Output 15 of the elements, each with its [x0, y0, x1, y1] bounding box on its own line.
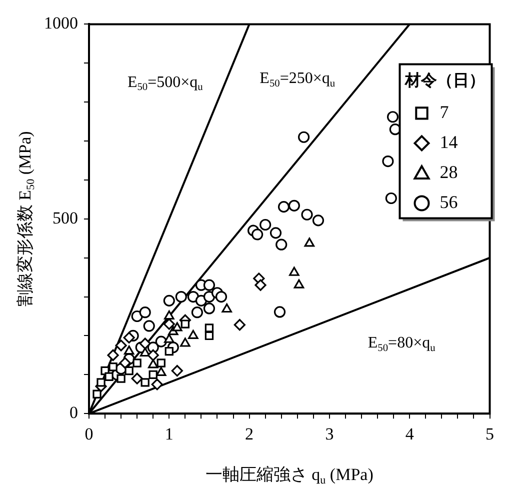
- x-tick-label: 5: [486, 424, 494, 444]
- legend-label: 28: [440, 162, 458, 182]
- x-tick-label: 1: [164, 424, 174, 444]
- x-tick-label: 0: [84, 424, 94, 444]
- x-tick-label: 4: [405, 424, 414, 444]
- y-tick-label: 0: [70, 403, 78, 422]
- x-tick-label: 3: [325, 424, 334, 444]
- y-tick-label: 500: [52, 208, 78, 228]
- legend-label: 56: [440, 192, 458, 212]
- legend-label: 7: [440, 102, 449, 122]
- y-axis-title: 割線変形係数 E50 (MPa): [15, 131, 37, 307]
- y-tick-label: 1000: [44, 14, 78, 33]
- x-tick-label: 2: [245, 424, 254, 444]
- legend-title: 材令（日）: [404, 71, 485, 90]
- legend-label: 14: [440, 132, 458, 152]
